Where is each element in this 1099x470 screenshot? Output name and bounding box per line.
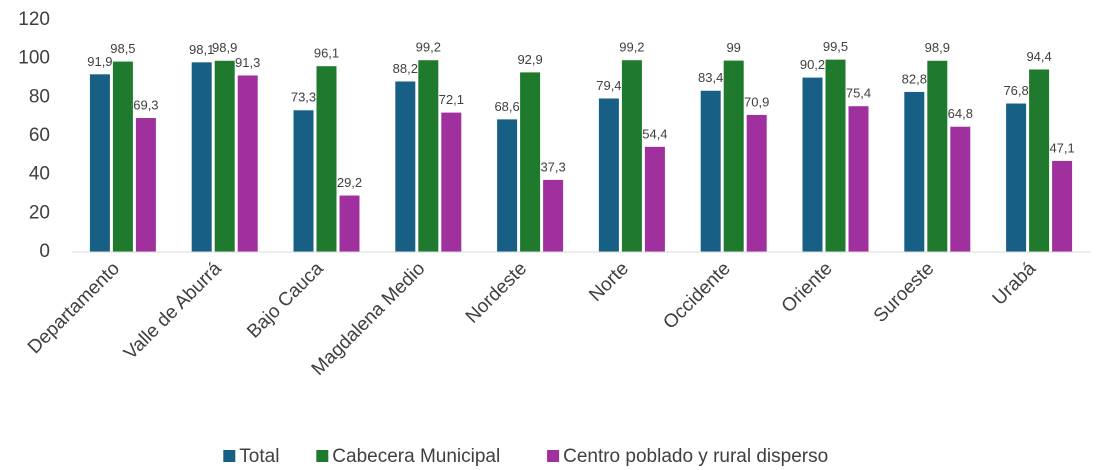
value-label: 88,2 (393, 61, 418, 76)
bar (848, 106, 869, 252)
x-tick-label: Urabá (989, 258, 1041, 310)
value-label: 64,8 (948, 106, 973, 121)
x-tick-label: Nordeste (462, 258, 531, 327)
value-label: 29,2 (337, 175, 362, 190)
x-tick-label: Departamento (24, 258, 124, 358)
value-label: 99,2 (416, 40, 441, 55)
y-tick-label: 20 (29, 202, 50, 223)
legend-swatch (547, 450, 560, 462)
bar (418, 60, 439, 252)
x-tick-label: Magdalena Medio (308, 258, 430, 380)
bar (825, 59, 846, 253)
value-label: 79,4 (596, 78, 621, 93)
bar (700, 90, 721, 252)
legend-swatch (223, 450, 236, 462)
value-label: 94,4 (1026, 49, 1051, 64)
value-label: 99,2 (619, 40, 644, 55)
value-label: 98,5 (110, 41, 135, 56)
bar (191, 62, 212, 253)
bar (723, 60, 744, 252)
bar (927, 60, 948, 252)
bar (395, 81, 416, 252)
legend-label: Cabecera Municipal (332, 446, 500, 467)
x-tick-label: Norte (585, 258, 633, 306)
bar (1029, 69, 1050, 252)
y-tick-label: 60 (29, 125, 50, 146)
y-tick-label: 120 (18, 9, 50, 30)
value-label: 72,1 (439, 92, 464, 107)
value-label: 92,9 (517, 52, 542, 67)
value-label: 98,1 (189, 42, 214, 57)
x-tick-label: Oriente (778, 258, 837, 317)
bar (112, 61, 133, 252)
value-label: 98,9 (925, 40, 950, 55)
legend-label: Centro poblado y rural disperso (563, 446, 828, 467)
bar (293, 110, 314, 252)
value-label: 68,6 (494, 99, 519, 114)
x-tick-label: Bajo Cauca (243, 258, 328, 343)
bar (89, 74, 110, 253)
bar (135, 118, 156, 253)
bar (904, 91, 925, 252)
value-label: 54,4 (642, 126, 667, 141)
y-tick-label: 80 (29, 86, 50, 107)
bar (214, 60, 235, 252)
value-label: 82,8 (902, 71, 927, 86)
bar (339, 195, 360, 252)
value-label: 69,3 (133, 97, 158, 112)
y-tick-label: 0 (39, 241, 50, 262)
legend-label: Total (239, 446, 279, 467)
value-label: 73,3 (291, 90, 316, 105)
value-label: 83,4 (698, 70, 723, 85)
bar (520, 72, 541, 252)
value-label: 96,1 (314, 46, 339, 61)
bar (644, 146, 665, 252)
bar (621, 60, 642, 252)
bar (1006, 103, 1027, 253)
value-label: 99 (726, 40, 740, 55)
value-label: 91,9 (87, 54, 112, 69)
bar (950, 126, 971, 252)
y-tick-label: 40 (29, 164, 50, 185)
value-label: 99,5 (823, 39, 848, 54)
x-tick-label: Suroeste (870, 258, 939, 327)
value-label: 76,8 (1003, 83, 1028, 98)
bar (441, 112, 462, 253)
value-label: 98,9 (212, 40, 237, 55)
legend-swatch (316, 450, 329, 462)
bar (316, 66, 337, 252)
bar (746, 114, 767, 252)
value-label: 37,3 (540, 159, 565, 174)
y-tick-label: 100 (18, 48, 50, 69)
x-tick-label: Valle de Aburrá (120, 258, 226, 364)
bar (237, 75, 258, 252)
bar (497, 119, 518, 252)
value-label: 91,3 (235, 55, 260, 70)
value-label: 47,1 (1049, 140, 1074, 155)
bar (802, 77, 823, 252)
value-label: 70,9 (744, 94, 769, 109)
x-tick-label: Occidente (659, 258, 734, 333)
bar (598, 98, 619, 252)
value-label: 75,4 (846, 86, 871, 101)
bar (1052, 160, 1073, 252)
value-label: 90,2 (800, 57, 825, 72)
bar (543, 179, 564, 252)
